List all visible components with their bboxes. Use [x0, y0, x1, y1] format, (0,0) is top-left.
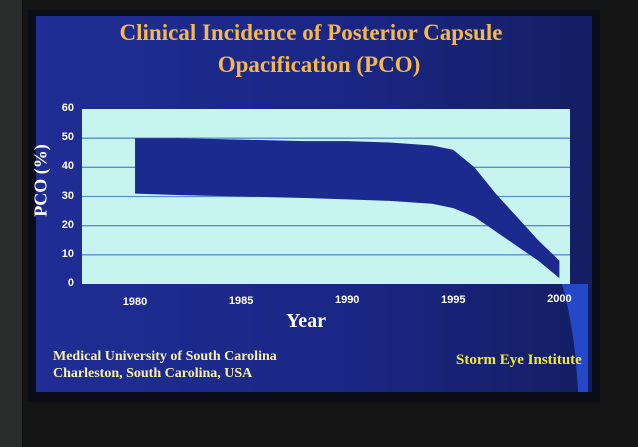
- projector-frame: [0, 0, 22, 447]
- chart-title-line1: Clinical Incidence of Posterior Capsule: [119, 20, 503, 45]
- y-tick-label: 0: [67, 277, 74, 289]
- x-tick-label: 1990: [334, 294, 360, 307]
- x-tick-label: 1980: [122, 296, 148, 308]
- institution-footer: Medical University of South Carolina Cha…: [53, 348, 277, 382]
- pco-range-band: [135, 138, 560, 279]
- decorative-swoosh: [562, 284, 588, 392]
- y-tick-label: 40: [61, 160, 74, 173]
- y-tick-label: 60: [61, 102, 74, 114]
- y-tick-label: 50: [61, 131, 74, 144]
- x-axis-label: Year: [286, 310, 326, 332]
- x-tick-label: 1995: [441, 293, 466, 306]
- y-tick-label: 10: [61, 247, 74, 260]
- y-tick-label: 30: [61, 189, 74, 202]
- footer-line1: Medical University of South Carolina: [53, 349, 277, 364]
- footer-line2: Charleston, South Carolina, USA: [53, 366, 253, 381]
- y-tick-label: 20: [61, 218, 74, 231]
- x-tick-label: 1985: [228, 295, 254, 308]
- y-axis-label: PCO (%): [30, 144, 51, 217]
- x-tick-label: 2000: [547, 292, 572, 305]
- storm-eye-institute-label: Storm Eye Institute: [456, 352, 582, 368]
- chart-title-line2: Opacification (PCO): [217, 52, 421, 77]
